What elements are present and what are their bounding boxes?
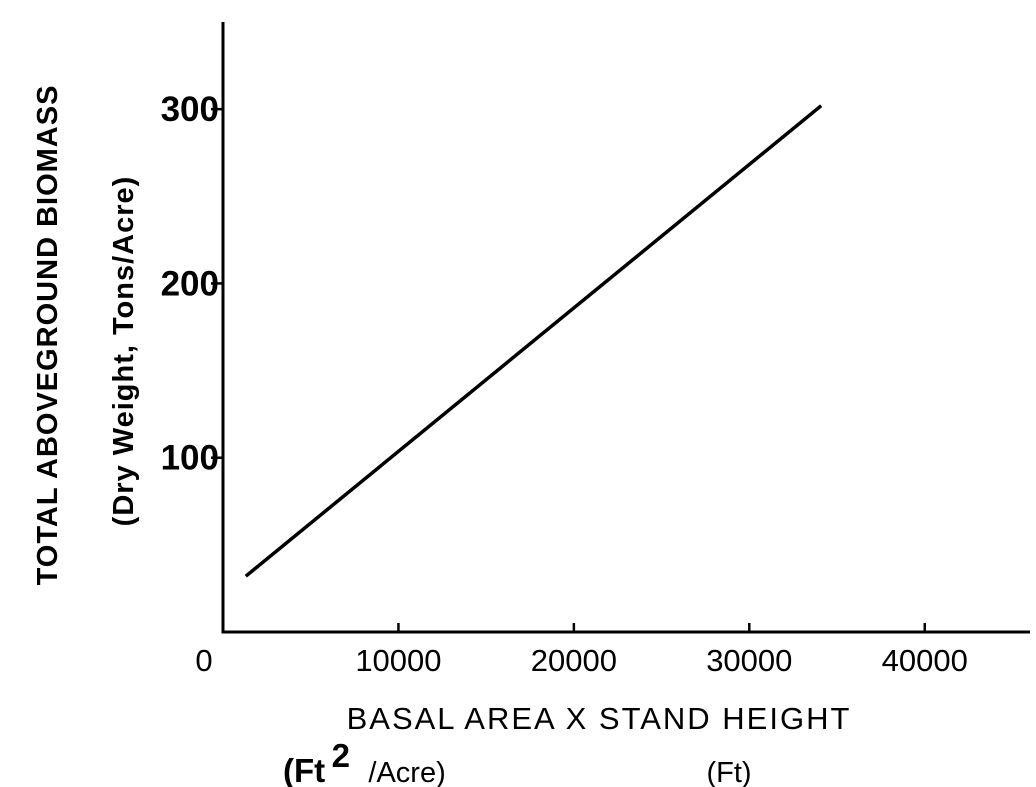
x-units-open: (Ft <box>283 752 325 787</box>
x-units-superscript: 2 <box>332 737 350 774</box>
x-tick-label: 30000 <box>706 643 792 678</box>
axes <box>221 22 1030 634</box>
series-layer <box>244 104 823 578</box>
x-axis-units-height: (Ft) <box>706 757 751 787</box>
biomass-line <box>244 104 823 578</box>
y-tick-label: 300 <box>161 90 219 129</box>
x-tick-label: 0 <box>195 643 212 678</box>
x-units-close: /Acre) <box>368 757 445 787</box>
y-ticks: 100 200 300 <box>161 90 223 478</box>
y-tick-label: 200 <box>161 264 219 303</box>
x-ticks: 0 10000 20000 30000 40000 <box>195 623 968 678</box>
x-axis-units-area: (Ft 2 /Acre) <box>283 737 446 787</box>
y-axis-title: TOTAL ABOVEGROUND BIOMASS <box>32 85 64 586</box>
x-tick-label: 20000 <box>531 643 617 678</box>
x-axis-title: BASAL AREA X STAND HEIGHT <box>347 701 852 736</box>
y-tick-label: 100 <box>161 439 219 478</box>
x-tick-label: 40000 <box>882 643 968 678</box>
y-axis-subtitle: (Dry Weight, Tons/Acre) <box>108 176 140 527</box>
x-tick-label: 10000 <box>355 643 441 678</box>
